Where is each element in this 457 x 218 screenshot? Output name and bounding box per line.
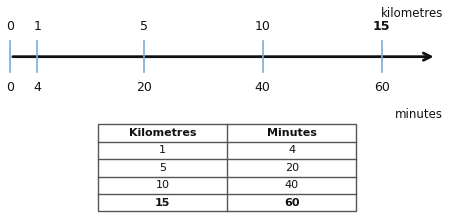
Text: 0: 0	[6, 81, 14, 94]
Text: 20: 20	[285, 163, 299, 173]
Text: 0: 0	[6, 20, 14, 33]
Text: 4: 4	[33, 81, 42, 94]
Text: 5: 5	[159, 163, 166, 173]
Text: 1: 1	[159, 145, 166, 155]
Text: 15: 15	[155, 198, 170, 208]
Text: 40: 40	[255, 81, 271, 94]
Text: 60: 60	[284, 198, 300, 208]
Text: minutes: minutes	[395, 108, 443, 121]
Text: 10: 10	[255, 20, 271, 33]
Text: 15: 15	[373, 20, 390, 33]
Text: Kilometres: Kilometres	[129, 128, 197, 138]
Text: 40: 40	[285, 180, 299, 190]
Text: 4: 4	[288, 145, 296, 155]
Text: Minutes: Minutes	[267, 128, 317, 138]
Bar	[98, 124, 356, 211]
Text: 1: 1	[33, 20, 42, 33]
Text: kilometres: kilometres	[381, 7, 443, 20]
Text: 5: 5	[140, 20, 148, 33]
Text: 60: 60	[374, 81, 389, 94]
Text: 20: 20	[136, 81, 152, 94]
Text: 10: 10	[156, 180, 170, 190]
